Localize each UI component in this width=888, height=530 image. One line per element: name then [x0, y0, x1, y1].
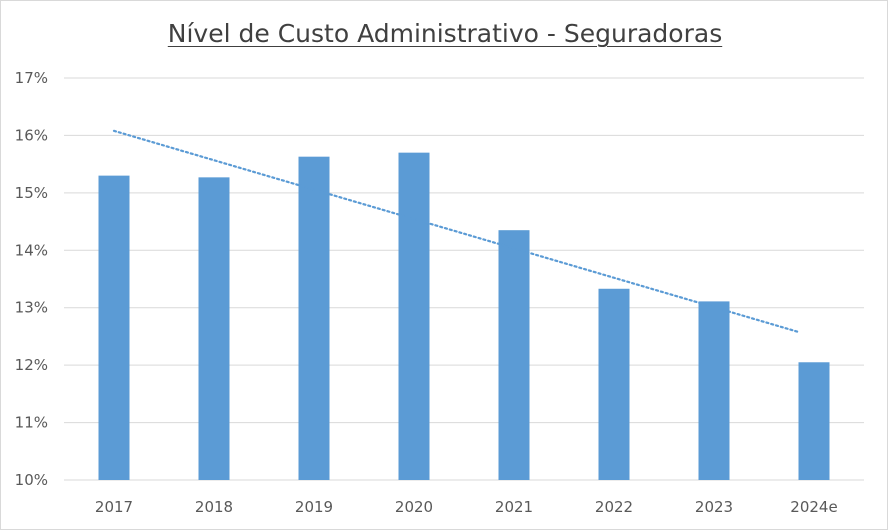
bar-2018 [198, 177, 230, 480]
bars [98, 152, 830, 481]
x-tick-label: 2018 [195, 498, 233, 516]
y-tick-label: 17% [15, 69, 48, 87]
x-tick-label: 2019 [295, 498, 333, 516]
x-tick-label: 2023 [695, 498, 733, 516]
y-tick-label: 10% [15, 471, 48, 489]
x-tick-label: 2017 [95, 498, 133, 516]
x-tick-label: 2021 [495, 498, 533, 516]
y-tick-label: 12% [15, 356, 48, 374]
y-tick-label: 11% [15, 414, 48, 432]
trendline-layer [112, 129, 800, 333]
bar-2023 [698, 301, 730, 480]
y-tick-label: 13% [15, 299, 48, 317]
y-tick-label: 14% [15, 241, 48, 259]
bar-2019 [298, 156, 330, 481]
bar-2020 [398, 152, 430, 480]
x-tick-label: 2024e [790, 498, 837, 516]
y-tick-label: 16% [15, 126, 48, 144]
x-tick-label: 2022 [595, 498, 633, 516]
chart-title: Nível de Custo Administrativo - Segurado… [167, 19, 723, 48]
x-tick-label: 2020 [395, 498, 433, 516]
bar-2021 [498, 230, 530, 480]
gridlines [64, 77, 864, 481]
trendline [112, 129, 800, 333]
x-axis-ticks: 2017 2018 2019 2020 2021 2022 2023 2024e [95, 498, 838, 516]
bar-2022 [598, 288, 630, 480]
bar-2024e [798, 362, 830, 480]
y-axis-ticks: 10% 11% 12% 13% 14% 15% 16% 17% [15, 69, 48, 489]
bar-2017 [98, 175, 130, 480]
y-tick-label: 15% [15, 184, 48, 202]
